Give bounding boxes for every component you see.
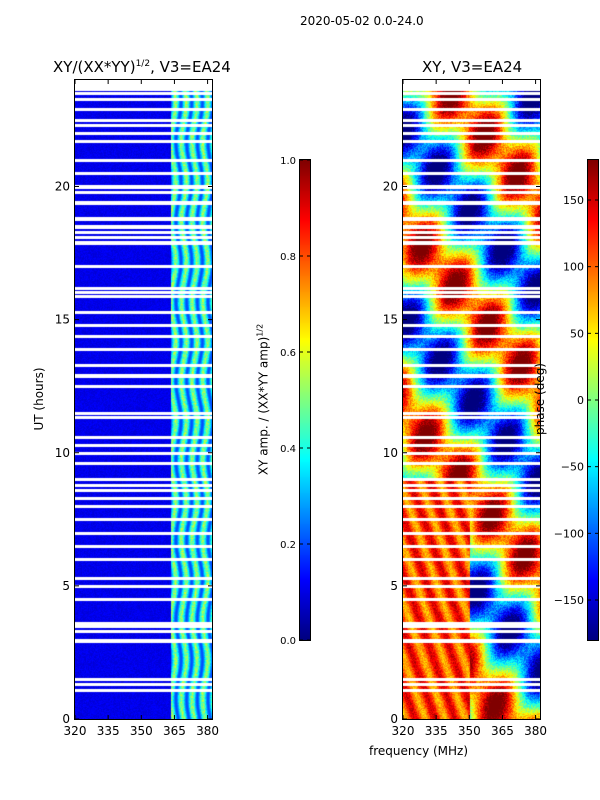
cbar-tick-label-1-6: 150 <box>563 194 584 207</box>
xtick-label-1-320: 320 <box>392 724 415 738</box>
amp-axes-frame <box>74 79 213 720</box>
cbar-tick-label-1-0: −150 <box>554 594 584 607</box>
amp-heatmap <box>75 80 212 719</box>
ytick-label-0-0: 0 <box>62 712 70 726</box>
amp-colorbar <box>300 160 310 640</box>
phase-heatmap <box>403 80 540 719</box>
cbar-tick-label-0-2: 0.4 <box>280 444 296 455</box>
cbar-tick-label-1-2: −50 <box>561 461 584 474</box>
ytick-label-0-5: 5 <box>62 579 70 593</box>
xtick-label-1-365: 365 <box>491 724 514 738</box>
cbar-tick-label-1-3: 0 <box>577 394 584 407</box>
cbar-tick-label-0-3: 0.6 <box>280 348 296 359</box>
ytick-label-1-0: 0 <box>390 712 398 726</box>
amp-plot-title: XY/(XX*YY)1/2, V3=EA24 <box>53 58 231 76</box>
cbar-tick-label-0-0: 0.0 <box>280 636 296 647</box>
xtick-label-0-365: 365 <box>163 724 186 738</box>
phase-xlabel: frequency (MHz) <box>369 744 469 758</box>
cbar-tick-label-0-1: 0.2 <box>280 540 296 551</box>
ytick-label-0-20: 20 <box>55 180 70 194</box>
amp-title-sup: 1/2 <box>135 59 151 69</box>
phase-colorbar <box>588 160 598 640</box>
xtick-label-0-320: 320 <box>64 724 87 738</box>
amp-title-suffix: , V3=EA24 <box>150 58 231 76</box>
amp-colorbar-frame <box>299 159 311 641</box>
ytick-label-0-10: 10 <box>55 446 70 460</box>
ytick-label-1-5: 5 <box>390 579 398 593</box>
ytick-label-0-15: 15 <box>55 313 70 327</box>
xtick-label-1-335: 335 <box>425 724 448 738</box>
cbar-tick-label-0-5: 1.0 <box>280 156 296 167</box>
cbar-tick-label-1-4: 50 <box>570 327 584 340</box>
xtick-label-1-380: 380 <box>524 724 547 738</box>
ytick-label-1-10: 10 <box>383 446 398 460</box>
phase-plot-title: XY, V3=EA24 <box>422 58 523 76</box>
xtick-label-0-350: 350 <box>130 724 153 738</box>
ytick-label-1-15: 15 <box>383 313 398 327</box>
cbar-tick-label-1-5: 100 <box>563 261 584 274</box>
phase-axes-frame <box>402 79 541 720</box>
cbar-tick-label-1-1: −100 <box>554 527 584 540</box>
figure-suptitle: 2020-05-02 0.0-24.0 <box>300 14 424 28</box>
cbar-tick-label-0-4: 0.8 <box>280 252 296 263</box>
phase-colorbar-frame <box>587 159 599 641</box>
xtick-label-0-380: 380 <box>196 724 219 738</box>
xtick-label-0-335: 335 <box>97 724 120 738</box>
amp-title-main: XY/(XX*YY) <box>53 58 136 76</box>
ytick-label-1-20: 20 <box>383 180 398 194</box>
xtick-label-1-350: 350 <box>458 724 481 738</box>
